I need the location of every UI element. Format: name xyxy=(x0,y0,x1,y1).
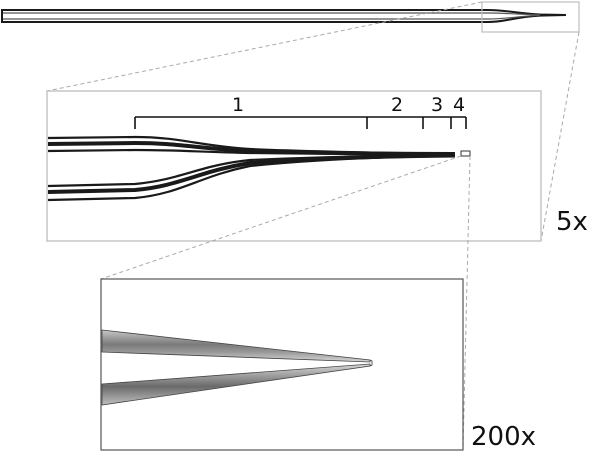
magnification-label-200x: 200x xyxy=(471,422,536,451)
pipette-overview-inner-wall xyxy=(3,12,541,20)
zoom-panel-200x-frame xyxy=(100,278,464,451)
segment-label-4: 4 xyxy=(453,94,465,116)
taper-lower-wall-outer xyxy=(47,154,456,202)
segment-label-3: 3 xyxy=(431,94,443,116)
zoom-panel-200x: 200x xyxy=(100,278,536,451)
zoom-guide-right-2 xyxy=(462,155,471,451)
zoom-panel-5x: 1 2 3 4 5x xyxy=(46,90,588,242)
segment-label-1: 1 xyxy=(232,94,244,116)
tip-upper-wall xyxy=(101,329,371,363)
zoom-guides-1 xyxy=(46,1,580,242)
zoom-guide-left-2 xyxy=(100,155,462,280)
segment-bracket xyxy=(134,116,467,129)
zoom-guides-2 xyxy=(100,155,471,451)
pipette-overview xyxy=(1,1,580,33)
tip-opening xyxy=(369,359,373,367)
overview-zoom-box xyxy=(481,1,580,33)
zoom-guide-right-1 xyxy=(540,31,580,242)
pipette-overview-outer-wall xyxy=(1,9,567,23)
zoom-panel-5x-frame xyxy=(46,90,542,242)
taper-lower-wall xyxy=(47,153,456,202)
segment-label-2: 2 xyxy=(391,94,403,116)
magnification-label-5x: 5x xyxy=(556,207,588,237)
tip-zoom-box xyxy=(460,150,471,157)
